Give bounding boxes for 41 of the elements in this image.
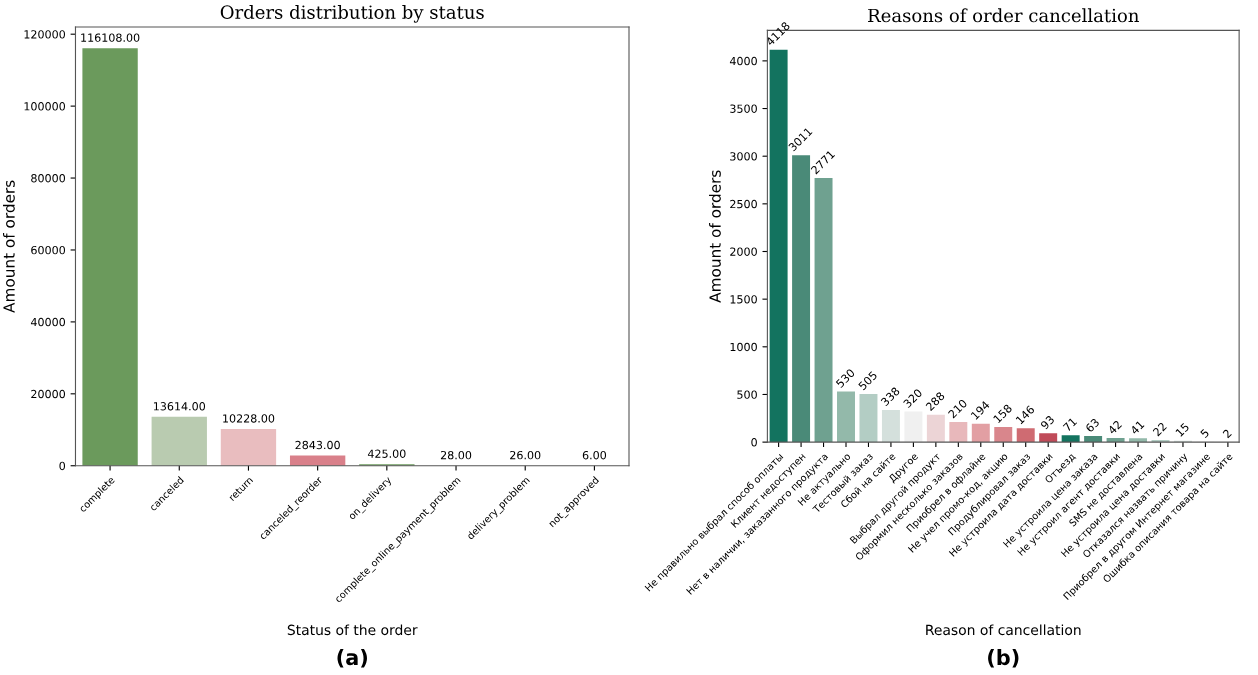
y-tick-label: 120000 <box>24 30 66 39</box>
data-label: 28.00 <box>440 450 472 460</box>
y-tick-label: 80000 <box>31 174 66 183</box>
data-label: 2 <box>1222 428 1232 439</box>
y-tick-label: 3500 <box>730 104 757 113</box>
y-tick-label: 60000 <box>31 245 66 255</box>
y-tick-label: 40000 <box>30 317 66 327</box>
data-label: 6.00 <box>582 451 607 460</box>
y-tick-label: 500 <box>737 390 757 399</box>
y-tick-label: 3000 <box>730 152 757 161</box>
data-label: 15 <box>1175 422 1190 437</box>
data-label: 63 <box>1085 417 1100 433</box>
y-tick-label: 2500 <box>730 199 757 209</box>
data-label: 13614.00 <box>153 402 206 411</box>
y-tick-label: 0 <box>751 438 757 447</box>
y-tick-label: 0 <box>59 461 66 471</box>
y-tick-label: 100000 <box>24 102 66 111</box>
data-label: 41 <box>1129 420 1145 435</box>
y-axis-title: Amount of orders <box>709 170 721 303</box>
x-axis-title: Status of the order <box>287 624 418 636</box>
data-label: 10228.00 <box>223 414 275 423</box>
y-axis-title: Amount of orders <box>3 180 15 313</box>
y-tick-label: 20000 <box>31 389 66 399</box>
data-label: 425.00 <box>367 449 406 458</box>
data-label: 42 <box>1107 420 1122 435</box>
x-axis-title: Reason of cancellation <box>926 624 1081 636</box>
chart-title: Reasons of order cancellation <box>868 8 1139 23</box>
data-label: 2843.00 <box>295 440 340 450</box>
text: (b) <box>988 649 1019 668</box>
y-tick-label: 2000 <box>730 247 757 256</box>
data-label: 116108.00 <box>81 33 140 42</box>
y-tick-label: 1000 <box>730 342 757 352</box>
data-label: 71 <box>1062 417 1078 432</box>
data-label: 5 <box>1199 428 1210 439</box>
data-label: 93 <box>1040 415 1055 430</box>
y-tick-label: 1500 <box>730 295 757 304</box>
text: (a) <box>337 649 367 668</box>
data-label: 22 <box>1152 421 1167 437</box>
chart-title: Orders distribution by status <box>220 4 484 23</box>
data-label: 26.00 <box>510 450 541 460</box>
y-tick-label: 4000 <box>729 56 757 66</box>
